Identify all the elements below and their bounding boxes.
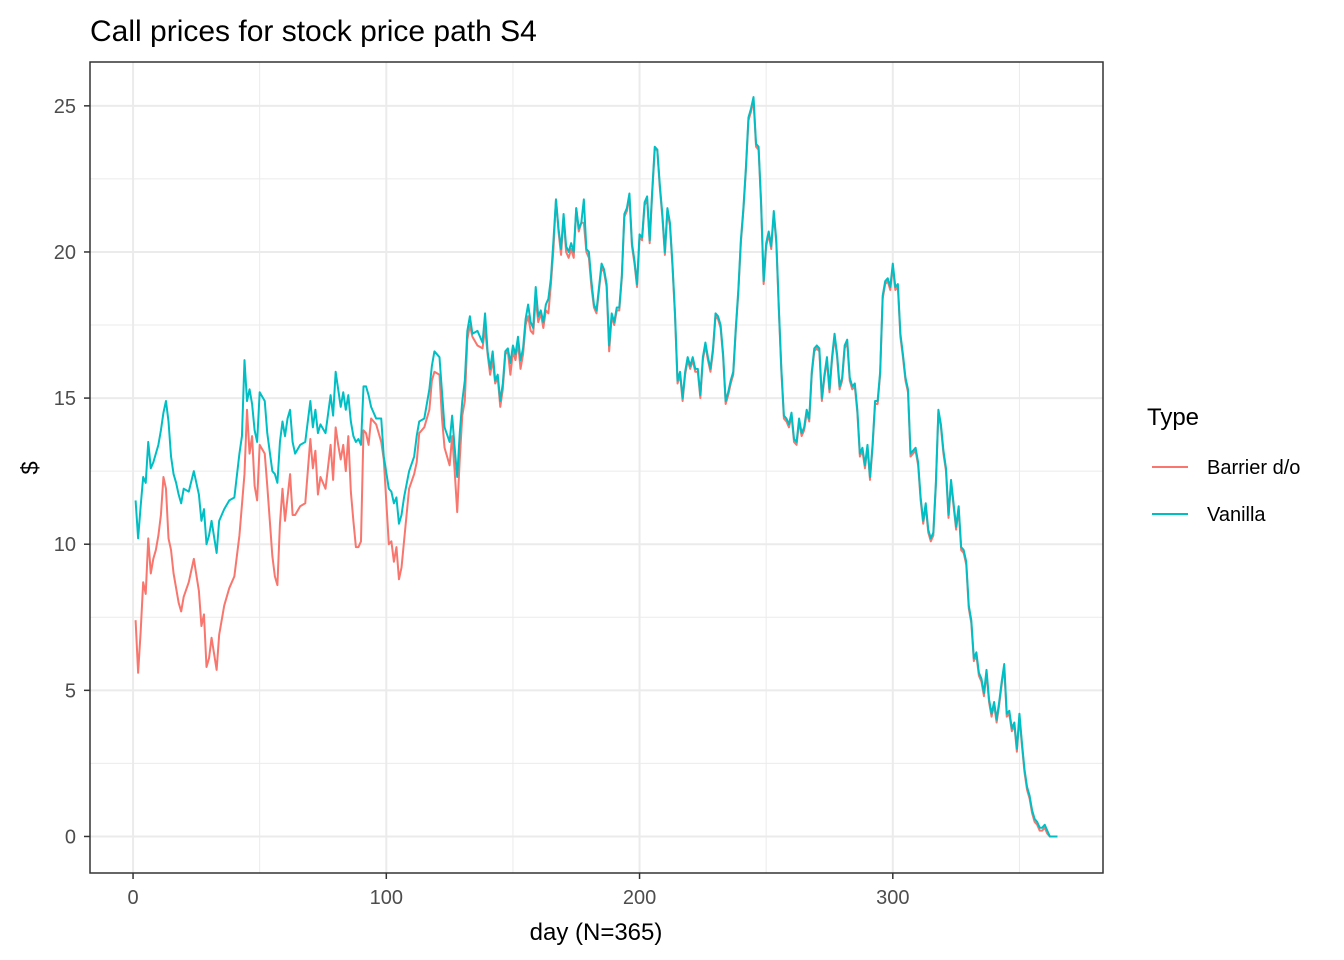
x-tick-label: 0 [127, 887, 138, 909]
y-tick-label: 20 [54, 242, 76, 264]
y-tick-label: 5 [65, 680, 76, 702]
y-tick-label: 10 [54, 534, 76, 556]
x-axis-title: day (N=365) [530, 919, 663, 946]
y-axis-title: $ [17, 461, 44, 474]
legend-label-barrier-d-o: Barrier d/o [1207, 457, 1300, 479]
x-tick-label: 100 [370, 887, 403, 909]
y-tick-label: 15 [54, 388, 76, 410]
x-tick-label: 200 [623, 887, 656, 909]
legend: Type Barrier d/o Vanilla [1147, 404, 1300, 526]
y-tick-label: 0 [65, 826, 76, 848]
y-axis: 0 5 10 15 20 25 [54, 96, 90, 848]
y-tick-label: 25 [54, 96, 76, 118]
series-line-vanilla [134, 96, 1058, 838]
x-tick-label: 300 [876, 887, 909, 909]
minor-gridlines [90, 62, 1103, 873]
plot-border [89, 61, 1104, 874]
legend-items: Barrier d/o Vanilla [1152, 457, 1300, 526]
legend-title: Type [1147, 404, 1199, 431]
plot-panel [90, 62, 1103, 873]
chart-title: Call prices for stock price path S4 [90, 15, 537, 48]
x-axis: 0 100 200 300 [127, 873, 909, 909]
series-layer [134, 96, 1058, 838]
legend-label-vanilla: Vanilla [1207, 504, 1266, 526]
